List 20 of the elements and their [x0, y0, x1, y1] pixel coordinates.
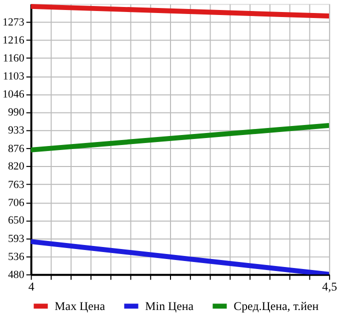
- x-tick-label: 4,5: [322, 280, 338, 294]
- legend-label: Max Цена: [54, 299, 106, 314]
- x-tick-label: 4: [28, 280, 34, 294]
- legend-label: Сред.Цена, т.йен: [234, 299, 320, 314]
- y-tick-label: 1160: [2, 52, 25, 64]
- y-tick-label: 593: [8, 232, 25, 245]
- y-tick-label: 990: [8, 106, 25, 119]
- y-tick-label: 763: [8, 178, 25, 191]
- y-tick-label: 706: [8, 196, 25, 209]
- y-tick-label: 1103: [2, 70, 25, 83]
- y-tick-label: 480: [8, 268, 25, 281]
- y-tick-label: 1216: [2, 34, 25, 47]
- y-tick-label: 536: [8, 250, 25, 263]
- legend-label: Min Цена: [145, 299, 194, 314]
- y-tick-label: 876: [8, 142, 25, 155]
- y-tick-label: 650: [8, 214, 25, 227]
- y-tick-label: 1273: [2, 16, 25, 29]
- y-tick-label: 933: [8, 124, 25, 137]
- y-tick-label: 1046: [2, 88, 25, 101]
- y-tick-label: 820: [8, 160, 25, 173]
